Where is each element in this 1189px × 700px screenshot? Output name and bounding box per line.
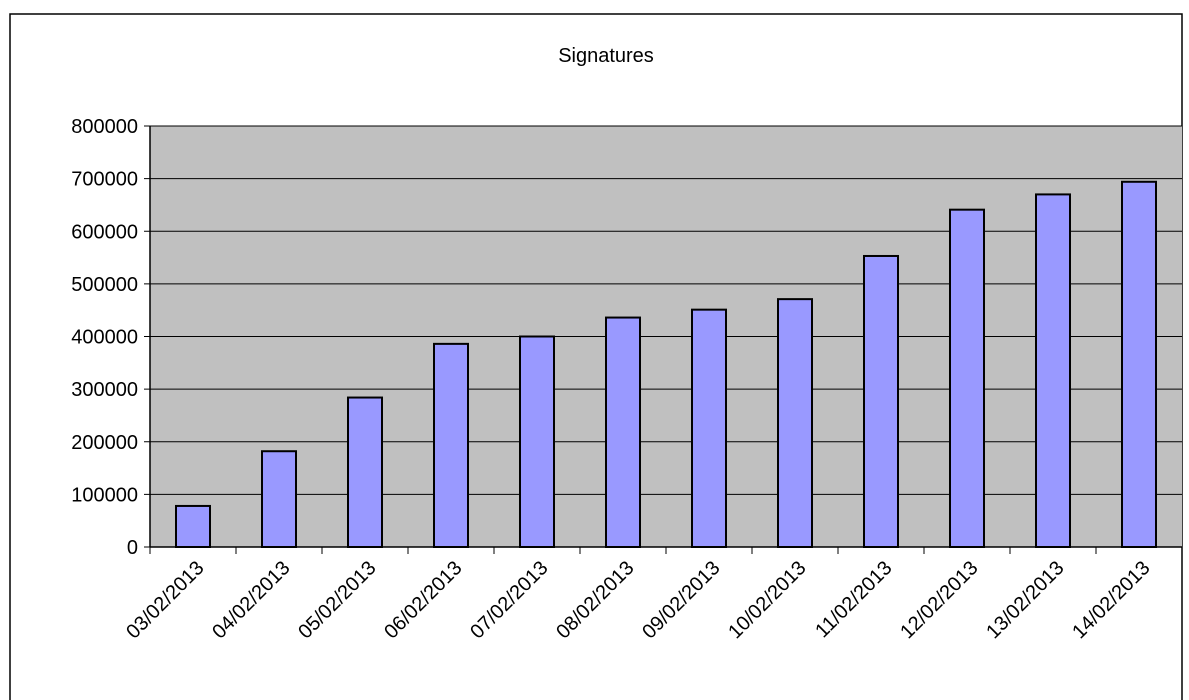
bar (691, 308, 727, 548)
bar (949, 208, 985, 549)
y-tick-label: 600000 (71, 221, 138, 243)
bar (261, 450, 297, 548)
bar (863, 254, 899, 548)
y-tick-label: 0 (127, 537, 138, 559)
y-tick-label: 100000 (71, 484, 138, 506)
bars (175, 180, 1157, 549)
bar (347, 396, 383, 549)
bar (175, 504, 211, 549)
chart-title: Signatures (558, 45, 654, 67)
y-tick-label: 400000 (71, 327, 138, 349)
bar (1035, 193, 1071, 548)
bar (519, 335, 555, 548)
y-tick-label: 200000 (71, 432, 138, 454)
y-tick-label: 800000 (71, 116, 138, 138)
y-tick-label: 300000 (71, 379, 138, 401)
bar (605, 316, 641, 548)
bar (1121, 180, 1157, 548)
gridlines (150, 125, 1182, 495)
bar (777, 298, 813, 549)
bar (433, 342, 469, 548)
y-axis-ticks: 0 100000 200000 300000 400000 500000 600000 700… (71, 116, 150, 559)
y-tick-label: 500000 (71, 274, 138, 296)
y-tick-label: 700000 (71, 169, 138, 191)
